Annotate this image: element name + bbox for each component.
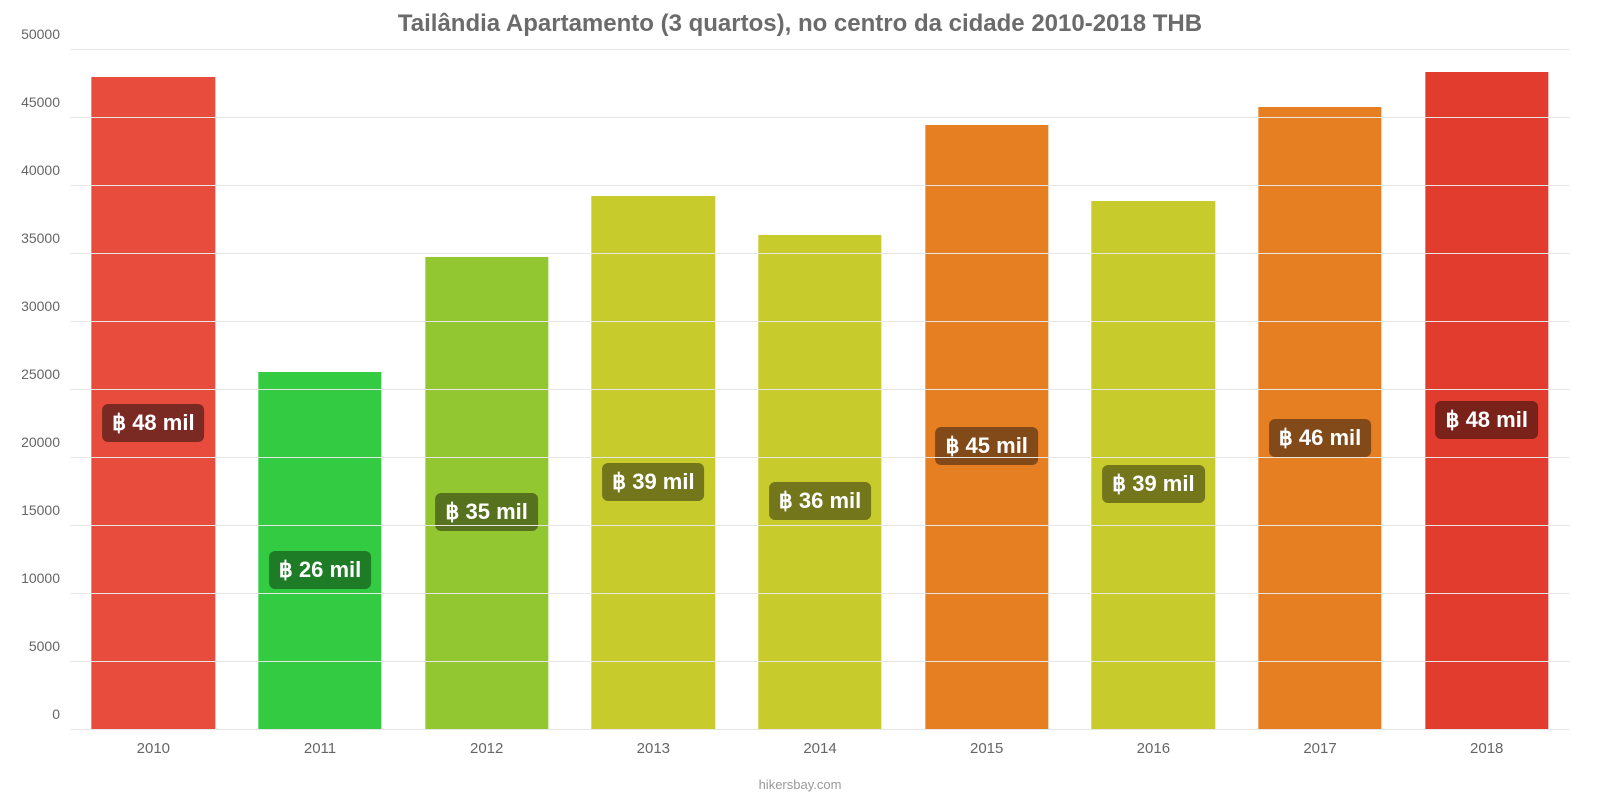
x-tick-label: 2016 — [1137, 740, 1170, 757]
bar-slot: ฿ 39 mil2016 — [1070, 50, 1237, 730]
bar: ฿ 48 mil — [92, 77, 215, 730]
bar: ฿ 26 mil — [258, 372, 381, 730]
y-tick-label: 15000 — [21, 502, 60, 518]
x-tick-label: 2018 — [1470, 740, 1503, 757]
grid-line — [70, 729, 1570, 730]
bar-slot: ฿ 45 mil2015 — [903, 50, 1070, 730]
grid-line — [70, 117, 1570, 118]
grid-line — [70, 389, 1570, 390]
y-tick-label: 40000 — [21, 162, 60, 178]
y-tick-label: 10000 — [21, 570, 60, 586]
bar: ฿ 46 mil — [1258, 107, 1381, 730]
grid-line — [70, 525, 1570, 526]
bar-slot: ฿ 26 mil2011 — [237, 50, 404, 730]
y-tick-label: 20000 — [21, 434, 60, 450]
grid-line — [70, 321, 1570, 322]
y-tick-label: 5000 — [29, 638, 60, 654]
bar-value-label: ฿ 26 mil — [269, 551, 371, 589]
bar-value-label: ฿ 48 mil — [102, 404, 204, 442]
y-tick-label: 0 — [52, 706, 60, 722]
x-tick-label: 2010 — [137, 740, 170, 757]
x-tick-label: 2011 — [304, 740, 336, 757]
bar: ฿ 36 mil — [758, 235, 881, 730]
x-tick-label: 2012 — [470, 740, 503, 757]
chart-title: Tailândia Apartamento (3 quartos), no ce… — [0, 0, 1600, 38]
grid-line — [70, 661, 1570, 662]
bar: ฿ 39 mil — [1092, 201, 1215, 730]
grid-line — [70, 49, 1570, 50]
bar-slot: ฿ 36 mil2014 — [737, 50, 904, 730]
y-tick-label: 25000 — [21, 366, 60, 382]
grid-line — [70, 593, 1570, 594]
grid-line — [70, 185, 1570, 186]
bar-value-label: ฿ 48 mil — [1435, 401, 1537, 439]
x-tick-label: 2017 — [1303, 740, 1336, 757]
bar-value-label: ฿ 45 mil — [935, 427, 1037, 465]
bar-value-label: ฿ 39 mil — [602, 463, 704, 501]
bar: ฿ 48 mil — [1425, 72, 1548, 730]
bar-slot: ฿ 48 mil2018 — [1403, 50, 1570, 730]
y-tick-label: 50000 — [21, 26, 60, 42]
bar-slot: ฿ 48 mil2010 — [70, 50, 237, 730]
y-tick-label: 30000 — [21, 298, 60, 314]
plot-area: ฿ 48 mil2010฿ 26 mil2011฿ 35 mil2012฿ 39… — [70, 50, 1570, 730]
x-tick-label: 2014 — [803, 740, 836, 757]
bars-container: ฿ 48 mil2010฿ 26 mil2011฿ 35 mil2012฿ 39… — [70, 50, 1570, 730]
bar-value-label: ฿ 39 mil — [1102, 465, 1204, 503]
grid-line — [70, 457, 1570, 458]
bar: ฿ 39 mil — [592, 196, 715, 730]
y-tick-label: 45000 — [21, 94, 60, 110]
bar-value-label: ฿ 36 mil — [769, 482, 871, 520]
x-tick-label: 2015 — [970, 740, 1003, 757]
bar: ฿ 35 mil — [425, 257, 548, 730]
y-tick-label: 35000 — [21, 230, 60, 246]
bar-slot: ฿ 39 mil2013 — [570, 50, 737, 730]
attribution-text: hikersbay.com — [759, 777, 842, 792]
x-tick-label: 2013 — [637, 740, 670, 757]
bar-value-label: ฿ 46 mil — [1269, 419, 1371, 457]
bar: ฿ 45 mil — [925, 125, 1048, 730]
grid-line — [70, 253, 1570, 254]
bar-slot: ฿ 46 mil2017 — [1237, 50, 1404, 730]
bar-slot: ฿ 35 mil2012 — [403, 50, 570, 730]
chart-container: Tailândia Apartamento (3 quartos), no ce… — [0, 0, 1600, 800]
